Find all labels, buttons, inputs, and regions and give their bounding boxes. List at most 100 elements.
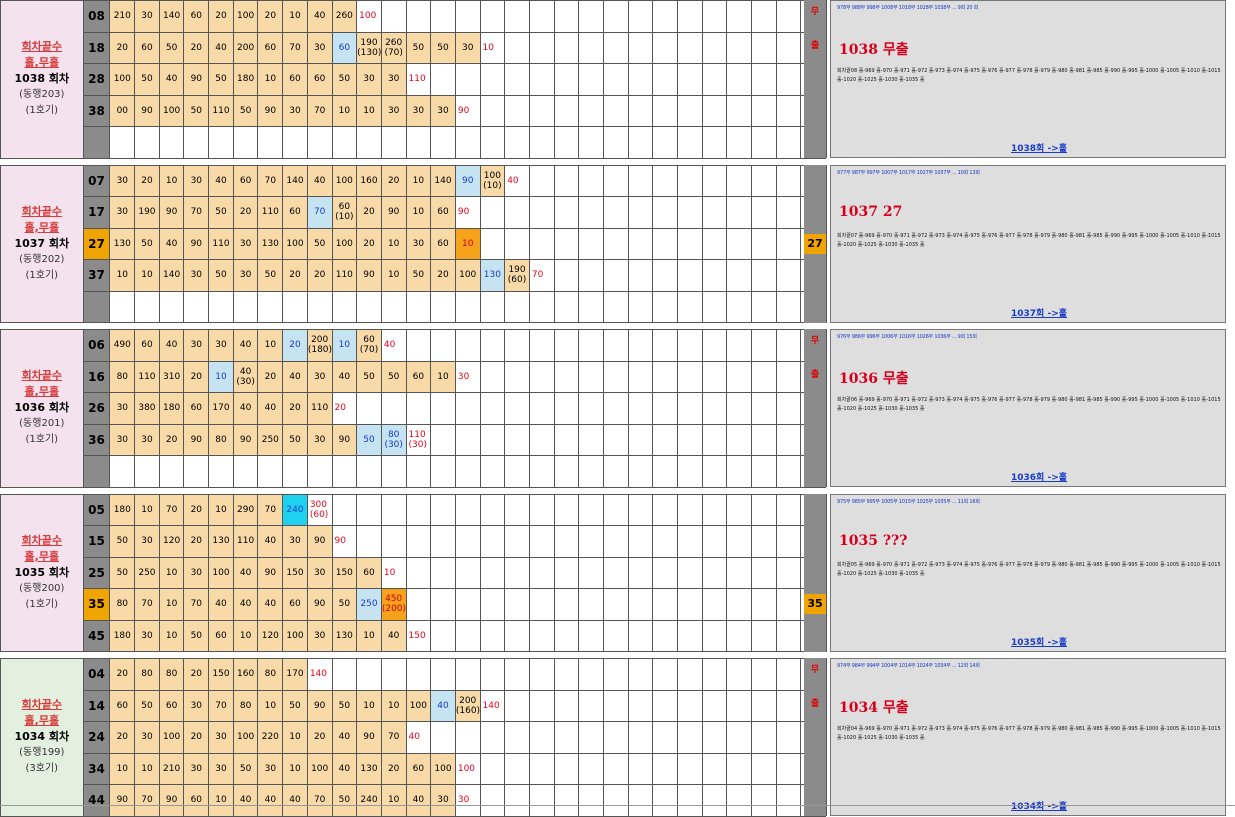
empty-cell	[578, 360, 604, 393]
empty-cell	[380, 126, 407, 159]
gap-value-cell: 20	[158, 423, 185, 456]
empty-cell	[454, 525, 481, 558]
gap-value-cell: 20	[380, 752, 407, 785]
empty-cell	[701, 423, 728, 456]
pending-value-cell: 70	[528, 259, 555, 292]
gap-value-cell: 20	[183, 360, 210, 393]
empty-cell	[454, 0, 481, 33]
empty-cell	[504, 455, 530, 488]
gap-value-cell: 50	[158, 31, 185, 64]
empty-cell	[726, 0, 752, 33]
gap-value-cell: 90	[306, 525, 333, 558]
gap-value-cell: 70	[257, 493, 284, 526]
strip-highlight: 35	[804, 594, 826, 614]
gap-value-cell: 180	[232, 63, 259, 96]
gap-value-cell: 60	[405, 752, 432, 785]
empty-cell	[232, 455, 259, 488]
gap-value-cell: 130	[331, 619, 358, 652]
panel-body: 회차끝04 홀-969 홀-970 홀-971 홀-972 홀-973 홀-97…	[837, 726, 1221, 741]
empty-cell	[726, 556, 752, 589]
empty-cell	[356, 392, 382, 425]
gap-value-cell: 100	[158, 94, 185, 127]
empty-cell	[627, 360, 654, 393]
empty-cell	[775, 0, 802, 33]
gap-value-cell: 60	[306, 63, 333, 96]
panel-link[interactable]: 1037회 ->홀	[1011, 309, 1068, 319]
empty-cell	[701, 63, 728, 96]
empty-cell	[479, 94, 506, 127]
empty-cell	[454, 588, 481, 621]
gap-value-cell: 30	[430, 94, 456, 127]
gap-value-cell: 60	[183, 784, 210, 817]
gap-value-cell: 20	[282, 392, 308, 425]
gap-value-cell: 110	[306, 392, 333, 425]
gap-value-cell: 20	[430, 259, 456, 292]
empty-cell	[578, 455, 604, 488]
empty-cell	[528, 227, 555, 260]
panel-link[interactable]: 1036회 ->홀	[1011, 473, 1068, 483]
empty-cell	[701, 31, 728, 64]
empty-cell	[454, 290, 481, 323]
gap-value-cell: 210	[158, 752, 185, 785]
panel-link[interactable]: 1034회 ->홀	[1011, 802, 1068, 812]
gap-value-cell: 50	[356, 423, 382, 456]
empty-cell	[726, 329, 752, 362]
panel-link[interactable]: 1038회 ->홀	[1011, 144, 1068, 154]
gap-value-cell: 90	[306, 689, 333, 722]
gap-value-cell: 490	[109, 329, 136, 362]
empty-cell	[504, 556, 530, 589]
empty-cell	[652, 329, 678, 362]
empty-cell	[726, 290, 752, 323]
gap-value-cell: 30	[183, 259, 210, 292]
gap-value-part: (70)	[359, 345, 379, 356]
gap-value-part: (10)	[483, 180, 502, 191]
gap-value-cell: 10	[356, 689, 382, 722]
gap-value-cell: 80	[134, 658, 160, 691]
empty-cell	[257, 126, 284, 159]
empty-cell	[479, 556, 506, 589]
round-digit: 08	[82, 0, 111, 33]
empty-cell	[578, 63, 604, 96]
round-digit: 15	[82, 525, 111, 558]
empty-cell	[232, 290, 259, 323]
gap-value-cell: 40	[257, 784, 284, 817]
gap-value-cell: 30	[208, 752, 234, 785]
empty-cell	[775, 196, 802, 229]
empty-cell	[380, 0, 407, 33]
gap-value-cell: 10	[257, 63, 284, 96]
empty-cell	[306, 455, 333, 488]
gap-value-cell: 20	[109, 658, 136, 691]
empty-cell	[750, 455, 777, 488]
pending-value-cell: 90	[454, 94, 481, 127]
empty-cell	[701, 525, 728, 558]
empty-cell	[578, 658, 604, 691]
pending-value-cell: 40	[405, 721, 432, 754]
empty-cell	[676, 784, 703, 817]
gap-value-cell: 140	[282, 164, 308, 197]
empty-cell	[701, 94, 728, 127]
empty-cell	[528, 689, 555, 722]
empty-cell	[257, 455, 284, 488]
gap-value-cell: 180	[158, 392, 185, 425]
empty-cell	[602, 94, 629, 127]
round-digit	[82, 455, 111, 488]
empty-cell	[454, 556, 481, 589]
table-row	[1, 290, 826, 323]
empty-cell	[479, 619, 506, 652]
empty-cell	[726, 259, 752, 292]
table-row: 34 10 10 210 30 30 50 30 10 100 40 130 20 60 100 100	[1, 752, 826, 785]
table-row: 17 30 190 90 70 50 20 110 60 70 60 (10) 20 90 10 60 90	[1, 196, 826, 229]
spacer-cell	[1, 652, 826, 659]
round-label-line: 1035 회차	[14, 565, 70, 579]
gap-value-cell: 60	[134, 31, 160, 64]
empty-cell	[652, 525, 678, 558]
gap-value-cell: 200 (160)	[454, 689, 481, 722]
empty-cell	[479, 455, 506, 488]
gap-value-cell: 20	[306, 259, 333, 292]
gap-value-cell: 140	[158, 0, 185, 33]
gap-value-cell: 190 (60)	[504, 259, 530, 292]
empty-cell	[726, 227, 752, 260]
panel-link[interactable]: 1035회 ->홀	[1011, 638, 1068, 648]
empty-cell	[627, 556, 654, 589]
gap-value-cell: 30	[109, 164, 136, 197]
